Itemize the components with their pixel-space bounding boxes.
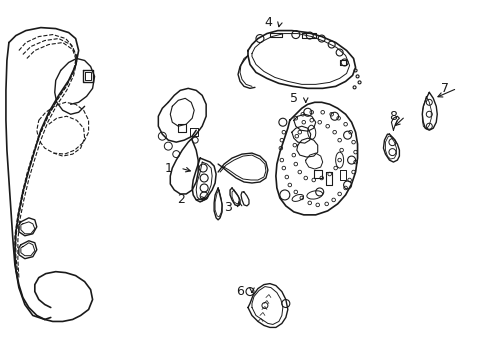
Text: 5: 5 xyxy=(290,92,298,105)
Text: 6: 6 xyxy=(236,285,244,298)
Text: 1: 1 xyxy=(165,162,172,175)
Text: 7: 7 xyxy=(441,82,449,95)
Text: 8: 8 xyxy=(390,110,397,123)
Text: 2: 2 xyxy=(177,193,185,206)
Text: 3: 3 xyxy=(224,201,232,215)
Text: 4: 4 xyxy=(264,16,272,29)
